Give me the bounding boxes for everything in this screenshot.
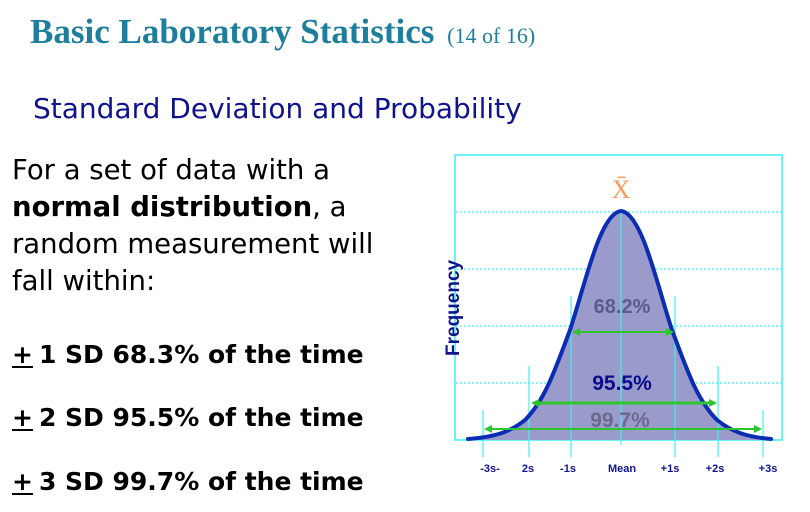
slide-subtitle: Standard Deviation and Probability [33,92,522,125]
label-95: 95.5% [592,372,652,395]
bell-curve-outline [466,208,773,441]
page-indicator: (14 of 16) [447,23,536,48]
rule-text: 2 SD 95.5% of the time [38,403,364,432]
x-tick-labels: -3s- 2s -1s Mean +1s +2s +3s [480,463,777,475]
rule-1sd: +1 SD 68.3% of the time [12,340,364,369]
y-axis-label: Frequency [443,259,464,356]
tick-plus-3s: +3s [759,463,778,475]
rule-3sd: +3 SD 99.7% of the time [12,467,364,496]
plus-minus-sign: + [12,467,33,496]
bell-curve-fill [468,211,771,440]
title-text: Basic Laboratory Statistics [30,12,435,51]
tick-plus-2s: +2s [706,463,725,475]
tick-plus-1s: +1s [661,463,680,475]
tick-minus-2s: 2s [522,463,534,475]
label-99: 99.7% [590,409,650,432]
label-68: 68.2% [594,296,651,318]
tick-minus-1s: -1s [560,463,576,475]
rule-text: 1 SD 68.3% of the time [38,340,364,369]
intro-part2: , a random measurement will fall within: [12,191,374,297]
tick-mean: Mean [608,463,636,475]
plus-minus-sign: + [12,403,33,432]
intro-paragraph: For a set of data with a normal distribu… [12,152,422,300]
intro-bold-term: normal distribution [12,191,313,223]
slide-title: Basic Laboratory Statistics (14 of 16) [30,12,535,52]
mean-symbol: X̄ [612,175,631,204]
plus-minus-sign: + [12,340,33,369]
tick-minus-3s: -3s- [480,463,500,475]
rule-2sd: +2 SD 95.5% of the time [12,403,364,432]
intro-part1: For a set of data with a [12,154,330,186]
rule-text: 3 SD 99.7% of the time [38,467,364,496]
